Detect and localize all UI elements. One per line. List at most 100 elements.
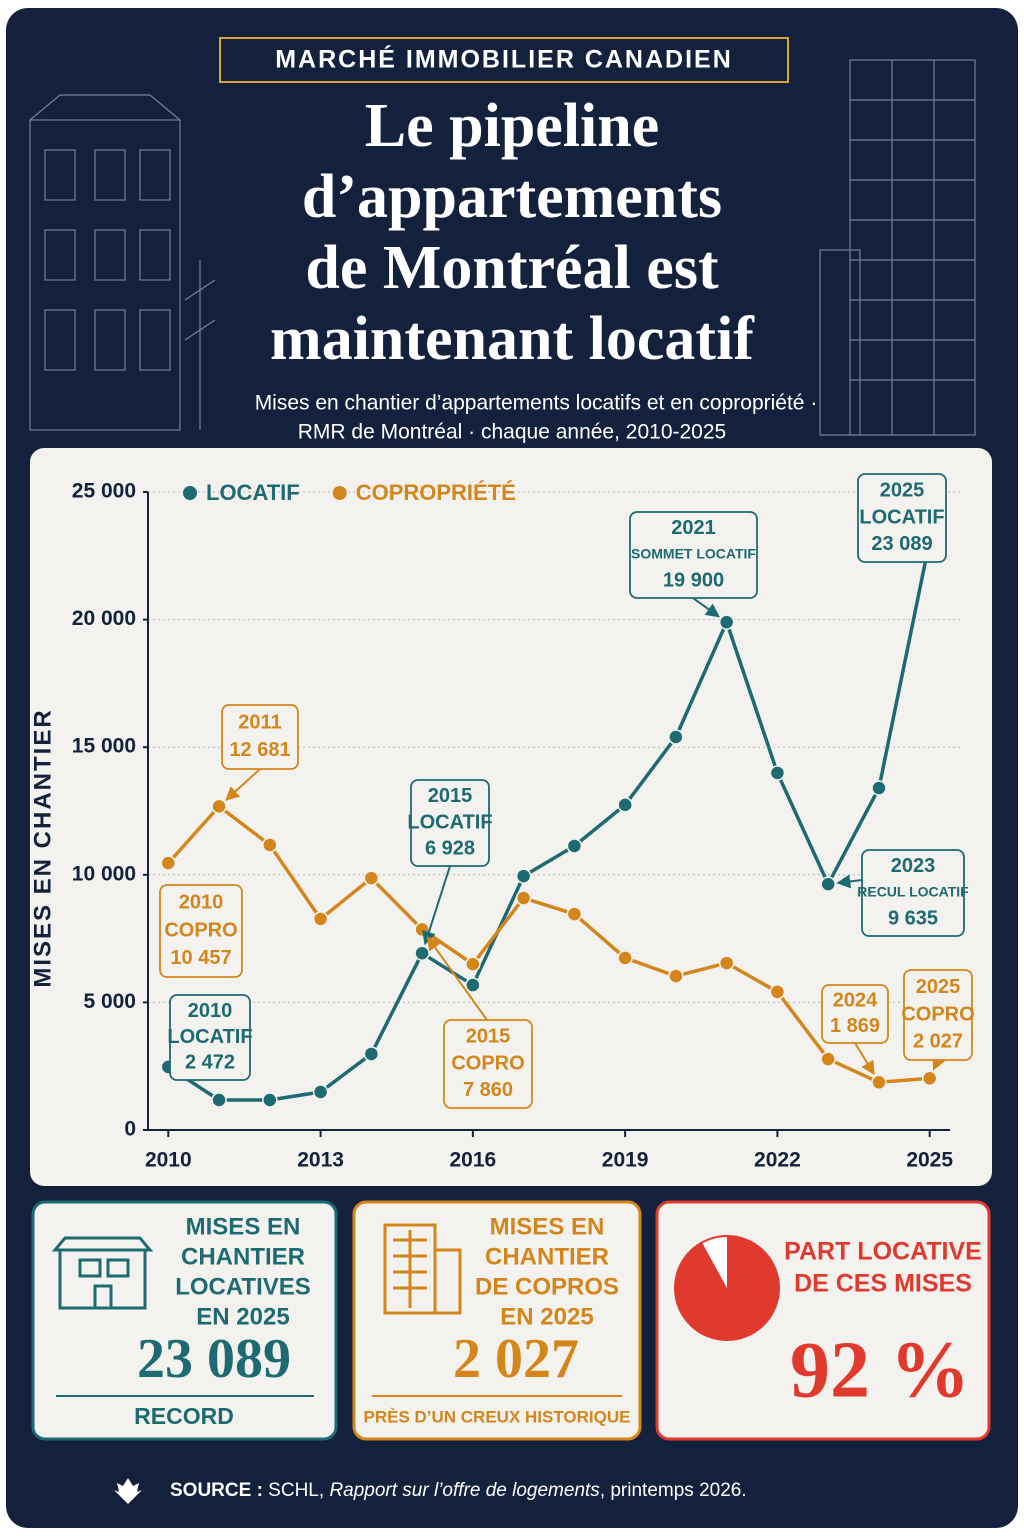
data-point bbox=[160, 855, 177, 871]
title-line: Le pipeline bbox=[365, 92, 660, 160]
plot: 0 5 000 10 000 15 000 20 000 25 000 2010 2013 20… bbox=[72, 473, 975, 1172]
data-point bbox=[363, 1046, 380, 1062]
annotation-text: 23 089 bbox=[871, 533, 932, 555]
data-point bbox=[566, 906, 583, 922]
kicker-frame bbox=[219, 37, 789, 83]
card-title: DE COPROS bbox=[475, 1273, 619, 1300]
data-point bbox=[312, 911, 329, 927]
data-point bbox=[414, 921, 430, 938]
data-point bbox=[718, 955, 735, 971]
card-note: RECORD bbox=[134, 1403, 234, 1429]
x-tick-label: 2025 bbox=[906, 1149, 953, 1172]
annotation-text: 12 681 bbox=[229, 739, 290, 761]
data-point bbox=[211, 1092, 227, 1108]
title-line: de Montréal est bbox=[305, 234, 719, 302]
annotation-text: 2021 bbox=[671, 517, 716, 539]
annotation-text: 2024 bbox=[833, 990, 878, 1012]
y-tick-label: 0 bbox=[124, 1118, 136, 1141]
card-title: MISES EN bbox=[186, 1213, 301, 1240]
pie-slice bbox=[674, 1236, 779, 1340]
y-axis-label: MISES EN CHANTIER bbox=[29, 708, 56, 987]
title-line: d’appartements bbox=[302, 163, 722, 231]
data-point bbox=[668, 729, 684, 745]
card-value: 23 089 bbox=[137, 1328, 291, 1390]
data-point bbox=[769, 984, 786, 1000]
annotation-box bbox=[443, 1019, 533, 1109]
card-title: EN 2025 bbox=[500, 1303, 593, 1330]
title-line: maintenant locatif bbox=[270, 305, 755, 373]
annotation-arrow bbox=[225, 768, 261, 801]
y-tick-label: 5 000 bbox=[83, 990, 136, 1013]
card-value: 92 % bbox=[790, 1326, 970, 1414]
data-point bbox=[312, 1084, 329, 1100]
card-title: PART LOCATIVE bbox=[784, 1238, 982, 1266]
annotation-text: 19 900 bbox=[663, 569, 724, 591]
source-text: SCHL, bbox=[263, 1480, 330, 1501]
building-sketch-left bbox=[29, 94, 216, 431]
data-point bbox=[718, 614, 735, 630]
data-point bbox=[617, 797, 633, 813]
annotation-text: 2015 bbox=[466, 1026, 511, 1048]
annotation-text: 2023 bbox=[891, 855, 936, 877]
annotation-text: COPRO bbox=[901, 1003, 974, 1025]
data-point bbox=[617, 950, 633, 966]
data-point bbox=[820, 876, 836, 892]
tower-icon bbox=[383, 1223, 462, 1315]
legend-swatch bbox=[183, 486, 197, 500]
annotation-text: RECUL LOCATIF bbox=[857, 884, 969, 900]
annotation-text: 2010 bbox=[179, 891, 224, 913]
chart-panel bbox=[30, 448, 992, 1186]
annotation-arrow bbox=[854, 1042, 875, 1076]
y-tick-label: 25 000 bbox=[72, 480, 136, 503]
card-title: DE CES MISES bbox=[794, 1270, 972, 1298]
y-tick-label: 15 000 bbox=[72, 735, 136, 758]
annotation-box bbox=[861, 849, 965, 937]
annotation-arrow bbox=[422, 865, 451, 946]
x-tick-label: 2019 bbox=[602, 1149, 649, 1172]
legend-label: COPROPRIÉTÉ bbox=[356, 480, 516, 505]
annotation-arrow bbox=[932, 1055, 946, 1071]
annotation-box bbox=[629, 511, 758, 599]
card-title: CHANTIER bbox=[181, 1243, 305, 1270]
data-point bbox=[465, 956, 481, 972]
card bbox=[352, 1200, 642, 1441]
annotation-box bbox=[903, 969, 973, 1061]
annotation-text: 2015 bbox=[428, 785, 473, 807]
data-point bbox=[871, 780, 887, 796]
data-point bbox=[921, 1070, 938, 1087]
annotation-text: 6 928 bbox=[425, 837, 475, 859]
data-point bbox=[871, 1074, 887, 1091]
annotation-text: 2011 bbox=[238, 711, 281, 733]
annotation-text: 7 860 bbox=[463, 1079, 513, 1101]
annotation-text: 1 869 bbox=[830, 1015, 880, 1037]
data-point bbox=[515, 890, 532, 906]
series-line bbox=[167, 540, 932, 1102]
data-point bbox=[668, 968, 684, 984]
source-label: SOURCE : bbox=[170, 1480, 263, 1501]
maple-leaf bbox=[114, 1478, 142, 1504]
data-point bbox=[515, 868, 532, 884]
x-tick-label: 2022 bbox=[754, 1149, 801, 1172]
building-sketch-right bbox=[819, 59, 976, 436]
annotation-text: 10 457 bbox=[170, 947, 231, 969]
card-title: CHANTIER bbox=[485, 1243, 609, 1270]
source-title: Rapport sur l’offre de logements bbox=[329, 1480, 600, 1501]
series-line bbox=[166, 804, 930, 1085]
data-point bbox=[566, 838, 583, 854]
legend-label: LOCATIF bbox=[206, 480, 300, 505]
annotation-box bbox=[410, 779, 490, 867]
annotation-box bbox=[169, 994, 251, 1081]
source-end: , printemps 2026. bbox=[600, 1480, 747, 1501]
data-point bbox=[769, 765, 786, 781]
kicker: MARCHÉ IMMOBILIER CANADIEN bbox=[275, 45, 733, 74]
annotation-box bbox=[821, 984, 889, 1044]
data-point bbox=[414, 945, 430, 961]
data-point bbox=[820, 1051, 836, 1067]
card-value: 2 027 bbox=[453, 1328, 579, 1390]
annotation-text: 2010 bbox=[188, 1000, 233, 1022]
annotation-text: COPRO bbox=[164, 919, 237, 941]
annotation-text: 2025 bbox=[916, 976, 961, 998]
data-point bbox=[211, 798, 227, 815]
